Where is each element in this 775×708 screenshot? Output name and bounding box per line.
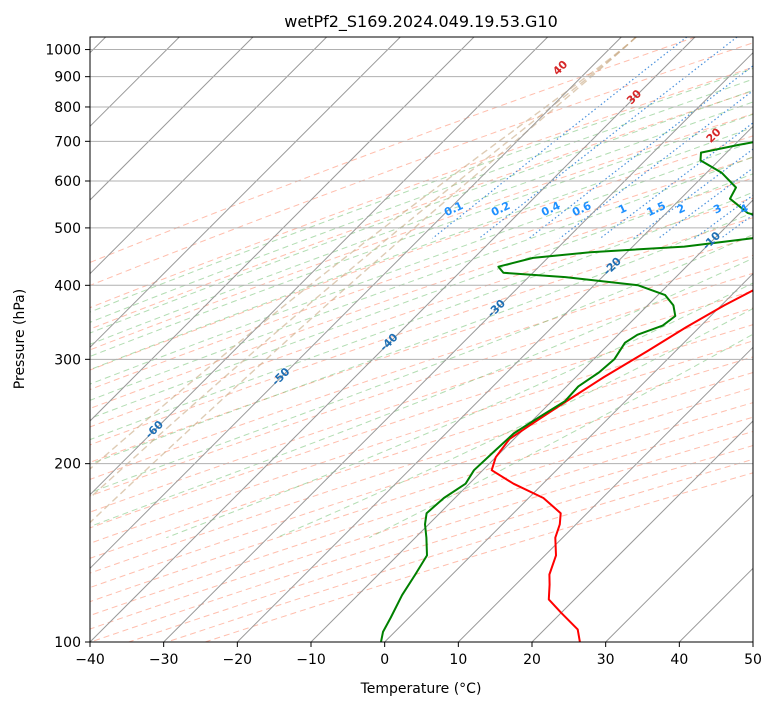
dry-adiabat xyxy=(90,254,753,480)
plot-frame xyxy=(89,36,754,643)
y-tick-label: 600 xyxy=(54,174,81,190)
dry-adiabat xyxy=(90,177,753,410)
dry-adiabat xyxy=(90,387,753,603)
y-tick-label: 900 xyxy=(54,70,81,86)
x-axis: −40 −30 −20 −10 0 10 20 30 40 50 xyxy=(75,642,762,668)
dry-adiabat xyxy=(90,156,753,391)
isotherm-line xyxy=(90,37,328,275)
isotherm-line xyxy=(90,37,622,570)
isotherm-line xyxy=(236,125,753,642)
series-layer xyxy=(380,141,753,642)
isotherm-line xyxy=(384,272,753,642)
mixing-ratio-line xyxy=(658,167,753,239)
isotherm-line xyxy=(90,37,549,496)
dry-adiabat xyxy=(90,307,753,529)
y-tick-label: 400 xyxy=(54,278,81,294)
mixing-ratio-line xyxy=(559,89,753,239)
isotherm-line xyxy=(90,37,401,349)
isotherm-line xyxy=(310,199,753,642)
dewpoint-line xyxy=(380,141,753,642)
y-tick-label: 500 xyxy=(54,221,81,237)
isotherm-line xyxy=(90,37,696,642)
dry-adiabat xyxy=(90,356,753,574)
dry-adiabat xyxy=(90,37,696,263)
curved-line xyxy=(90,37,637,524)
x-tick-label: 0 xyxy=(380,652,389,668)
x-tick-label: 50 xyxy=(744,652,762,668)
curved-line xyxy=(90,37,637,499)
isotherm-line xyxy=(90,37,475,422)
temperature-line xyxy=(490,289,753,642)
x-tick-label: −10 xyxy=(296,652,326,668)
y-axis-label: Pressure (hPa) xyxy=(12,289,28,389)
isotherm-line xyxy=(531,420,753,642)
isotherm-line xyxy=(605,493,753,642)
y-tick-label: 300 xyxy=(54,352,81,368)
dry-adiabat xyxy=(90,42,753,286)
dry-adiabat xyxy=(90,217,753,446)
x-axis-label: Temperature (°C) xyxy=(360,681,482,697)
x-tick-label: −20 xyxy=(223,652,253,668)
isotherm-line xyxy=(163,51,753,642)
x-tick-label: −30 xyxy=(149,652,179,668)
x-tick-label: 30 xyxy=(597,652,615,668)
y-tick-label: 1000 xyxy=(45,43,81,59)
x-tick-label: −40 xyxy=(75,652,105,668)
dry-adiabat xyxy=(90,66,753,309)
isotherm-line xyxy=(90,37,254,201)
chart-title: wetPf2_S169.2024.049.19.53.G10 xyxy=(284,12,558,32)
isotherm-line xyxy=(457,346,753,642)
gridlines xyxy=(90,37,753,642)
y-axis: 100 200 300 400 500 600 700 800 900 1000 xyxy=(45,43,90,651)
curved-line xyxy=(90,37,637,470)
x-tick-label: 20 xyxy=(523,652,541,668)
dry-adiabat xyxy=(90,272,753,497)
y-tick-label: 100 xyxy=(54,635,81,651)
y-tick-label: 700 xyxy=(54,134,81,150)
mixing-ratio-line xyxy=(478,37,738,239)
x-tick-label: 10 xyxy=(449,652,467,668)
dry-adiabat xyxy=(90,197,753,428)
y-tick-label: 200 xyxy=(54,457,81,473)
y-tick-label: 800 xyxy=(54,100,81,116)
x-tick-label: 40 xyxy=(670,652,688,668)
